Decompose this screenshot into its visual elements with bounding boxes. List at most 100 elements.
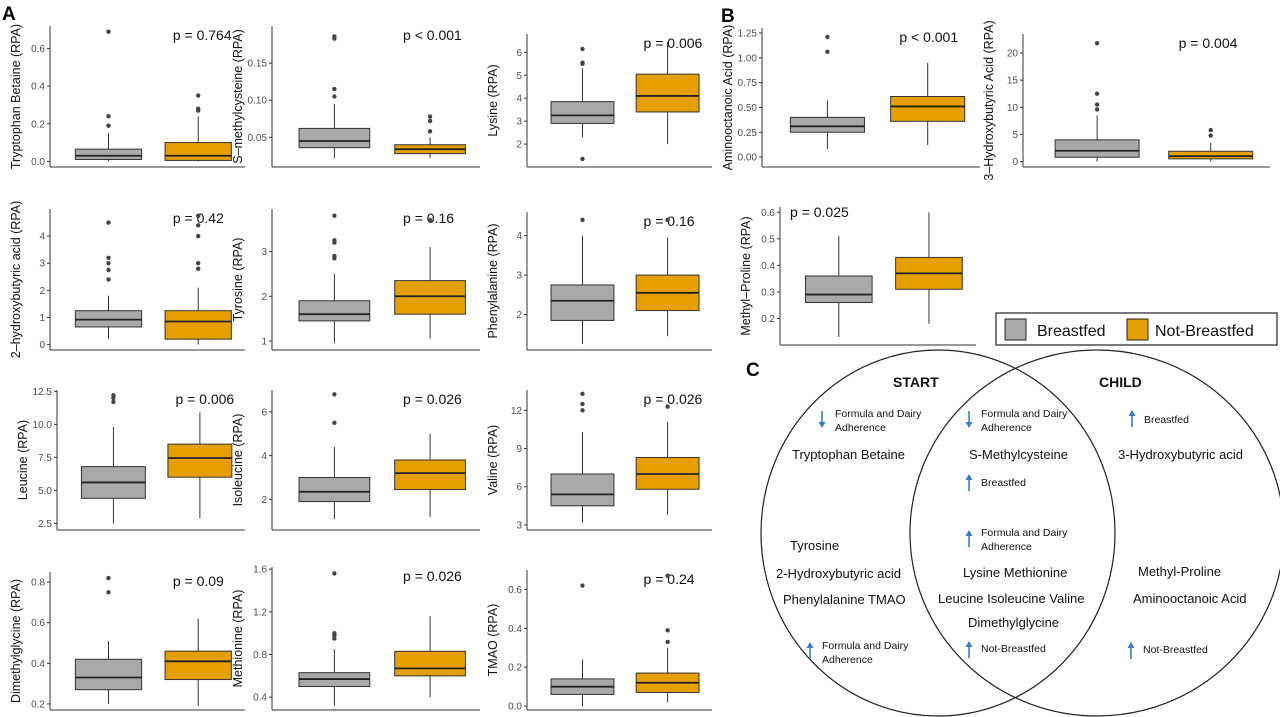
box-iqr	[298, 300, 371, 322]
outlier-point	[580, 583, 585, 588]
outlier-point	[106, 590, 111, 595]
venn-title-child: CHILD	[1099, 374, 1142, 390]
y-axis-title: Lysine (RPA)	[486, 64, 500, 136]
y-axis-title: Dimethylglycine (RPA)	[9, 579, 23, 703]
y-tick-label: 5	[516, 71, 522, 82]
box-not-breastfed	[895, 212, 963, 324]
y-axis-title: Leucine (RPA)	[16, 420, 30, 500]
box-not-breastfed	[635, 573, 700, 703]
outlier-point	[196, 233, 201, 239]
box-plot-5: 1 2 3 Tyrosine (RPA) p = 0.16	[231, 209, 480, 351]
y-tick-label: 0.0	[31, 157, 45, 168]
box-not-breastfed	[635, 217, 700, 337]
y-tick-label: 0.75	[738, 78, 758, 89]
outlier-point	[332, 253, 337, 259]
box-breastfed	[1054, 41, 1140, 162]
box-not-breastfed	[394, 217, 466, 339]
outlier-point	[580, 156, 585, 162]
outlier-point	[1094, 91, 1100, 96]
venn-note-start-formula: Formula and Dairy	[835, 408, 922, 420]
outlier-point	[332, 630, 337, 636]
arrow-head	[965, 641, 973, 647]
outlier-point	[196, 223, 201, 228]
box-not-breastfed	[1168, 127, 1254, 162]
y-tick-label: 1.00	[738, 53, 758, 64]
y-axis-title: 2–hydroxybutyric acid (RPA)	[9, 201, 23, 358]
p-value: p = 0.24	[644, 571, 695, 587]
box-iqr	[164, 142, 232, 161]
arrow-down-icon	[965, 411, 973, 428]
arrow-head	[965, 422, 973, 428]
box-iqr	[394, 280, 466, 315]
box-iqr	[164, 650, 232, 681]
y-axis-title: Tyrosine (RPA)	[231, 238, 245, 322]
outlier-point	[1208, 127, 1213, 133]
y-tick-label: 2	[516, 140, 522, 151]
y-tick-label: 3	[261, 247, 267, 258]
outlier-point	[665, 404, 670, 409]
box-breastfed	[804, 236, 873, 338]
box-breastfed	[74, 220, 143, 340]
box-plot-11: 0.4 0.8 1.2 1.6 Methionine (RPA) p = 0.026	[231, 565, 480, 711]
p-value: p = 0.004	[1179, 35, 1238, 51]
box-plot-14: 0 5 10 15 20 3–Hydroxybutyric Acid (RPA) p = 0…	[982, 20, 1270, 181]
outlier-point	[580, 46, 585, 52]
legend: Breastfed Not-Breastfed	[995, 312, 1278, 346]
box-breastfed	[298, 392, 371, 520]
y-axis-title: Valine (RPA)	[486, 425, 500, 495]
y-axis-title: Isoleucine (RPA)	[231, 414, 245, 507]
y-tick-label: 0.25	[738, 128, 758, 139]
venn-item-lysine-methionine: Lysine Methionine	[963, 565, 1067, 580]
y-tick-label: 0.2	[761, 314, 775, 325]
y-tick-label: 0	[39, 340, 45, 351]
p-value: p = 0.764	[173, 27, 232, 43]
p-value: p = 0.026	[403, 568, 462, 584]
outlier-point	[332, 94, 337, 99]
outlier-point	[106, 261, 111, 266]
outlier-point	[332, 420, 337, 426]
arrow-up-icon	[965, 530, 973, 547]
venn-note-start-formula-2: Adherence	[835, 422, 886, 434]
venn-circle-child	[909, 349, 1280, 717]
y-tick-label: 9	[516, 444, 522, 455]
p-value: p < 0.001	[899, 29, 958, 45]
outlier-point	[196, 213, 201, 218]
venn-item-phenylalanine-tmao: Phenylalanine TMAO	[783, 592, 906, 607]
box-not-breastfed	[635, 404, 700, 515]
y-tick-label: 0.50	[738, 103, 758, 114]
outlier-point	[580, 408, 585, 413]
y-tick-label: 6	[516, 482, 522, 493]
venn-note-overlap-formula-2: Adherence	[981, 422, 1032, 434]
box-iqr	[1168, 150, 1254, 160]
venn-item-tryptophan-betaine: Tryptophan Betaine	[792, 447, 905, 462]
venn-item-methyl-proline: Methyl-Proline	[1138, 564, 1221, 579]
box-iqr	[890, 96, 966, 122]
y-tick-label: 3	[516, 271, 522, 282]
panel-label-c: C	[746, 360, 760, 381]
arrow-up-icon	[965, 474, 973, 491]
y-tick-label: 5.0	[38, 486, 52, 497]
box-plot-3: 2 3 4 5 6 Lysine (RPA) p = 0.006	[486, 34, 712, 168]
arrow-head	[965, 474, 973, 480]
outlier-point	[332, 571, 337, 576]
p-value: p = 0.006	[644, 35, 703, 51]
y-tick-label: 1.6	[253, 565, 267, 576]
venn-diagram: START CHILD Formula and Dairy Adherence …	[760, 349, 1280, 717]
outlier-point	[580, 217, 585, 223]
outlier-point	[106, 255, 111, 261]
p-value: p = 0.025	[790, 204, 849, 220]
y-tick-label: 0.4	[508, 624, 522, 635]
outlier-point	[580, 60, 585, 65]
venn-note-overlap-not-breastfed: Not-Breastfed	[981, 643, 1046, 655]
y-tick-label: 0.4	[761, 261, 775, 272]
y-tick-label: 5	[1012, 130, 1018, 141]
y-tick-label: 2	[516, 310, 522, 321]
y-tick-label: 10.0	[33, 420, 53, 431]
outlier-point	[106, 29, 111, 34]
outlier-point	[825, 34, 830, 40]
p-value: p = 0.006	[175, 391, 234, 407]
outlier-point	[196, 106, 201, 111]
y-tick-label: 0.05	[248, 133, 268, 144]
y-tick-label: 0.2	[508, 663, 522, 674]
y-tick-label: 2.5	[38, 519, 52, 530]
